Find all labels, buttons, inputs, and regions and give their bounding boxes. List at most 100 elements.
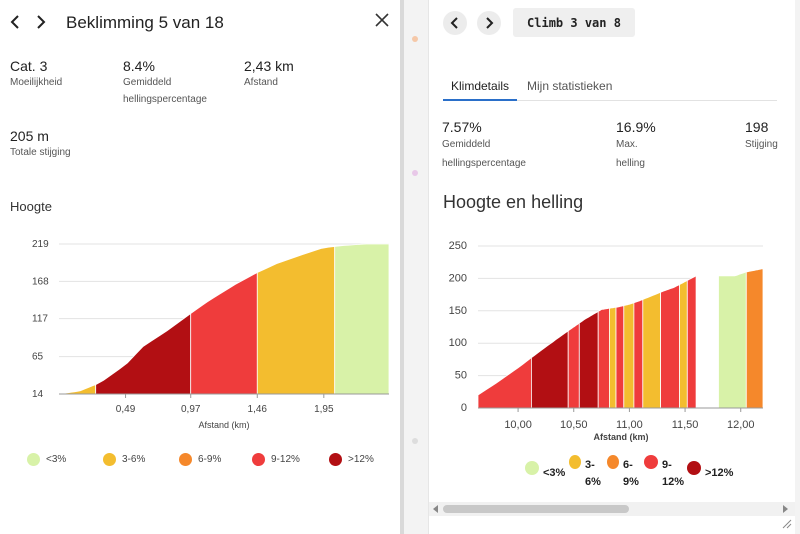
legend-swatch — [252, 453, 265, 466]
legend-swatch — [525, 461, 539, 475]
close-icon — [375, 13, 389, 27]
close-button[interactable] — [372, 10, 392, 30]
legend-label: 3-6% — [585, 459, 601, 488]
grade-segment — [58, 384, 97, 395]
x-tick-label: 11,50 — [672, 419, 699, 431]
legend-label: 9-12% — [662, 459, 685, 488]
y-tick-label: 65 — [32, 352, 44, 363]
x-tick-label: 1,95 — [314, 404, 334, 415]
legend-item-9-12: 9-12% — [252, 453, 300, 466]
map-marker — [412, 438, 418, 444]
grade-segment — [615, 305, 625, 409]
scrollbar-thumb[interactable] — [443, 505, 629, 513]
legend-label: 6-9% — [198, 454, 222, 465]
stat-value: 205 m — [10, 128, 49, 144]
tab-bar-underline — [443, 100, 777, 101]
elevation-grade-chart: 0 50 100 150 200 250 10,00 10,50 11,00 11,50 12,00… — [449, 240, 764, 442]
y-tick-label: 168 — [32, 276, 49, 287]
grade-segment — [608, 306, 617, 409]
legend-label: 6-9% — [623, 459, 639, 488]
stat-label: Gemiddeld hellingspercentage — [123, 77, 207, 105]
legend-label: >12% — [705, 467, 734, 479]
stat-ascent: 198 Stijging — [745, 119, 793, 154]
legend-swatch — [103, 453, 116, 466]
chart-title: Hoogte — [10, 199, 52, 214]
y-tick-label: 219 — [32, 239, 49, 250]
y-tick-label: 50 — [455, 370, 467, 382]
y-tick-label: 150 — [449, 305, 467, 317]
x-tick-label: 0,49 — [116, 404, 136, 415]
next-climb-button[interactable] — [477, 11, 501, 35]
active-tab-indicator — [443, 99, 517, 101]
y-tick-label: 200 — [449, 272, 467, 284]
legend-swatch — [687, 461, 701, 475]
chevron-right-icon — [37, 15, 46, 29]
legend-swatch — [179, 453, 192, 466]
grade-segment — [642, 291, 662, 409]
y-tick-label: 100 — [449, 337, 467, 349]
grade-segment — [718, 271, 747, 409]
chevron-left-icon — [10, 15, 19, 29]
resize-corner-icon[interactable] — [781, 518, 793, 530]
legend-swatch — [329, 453, 342, 466]
grade-segment — [578, 310, 599, 409]
grade-segment — [679, 279, 688, 409]
legend-swatch — [27, 453, 40, 466]
grade-segment — [334, 243, 390, 395]
legend-item-gt12: >12% — [329, 453, 374, 466]
y-tick-label: 250 — [449, 240, 467, 252]
y-tick-label: 117 — [32, 314, 48, 325]
stat-avg-grade: 8.4% Gemiddeld hellingspercentage — [123, 58, 223, 108]
chevron-left-icon — [450, 17, 458, 29]
grade-segment — [256, 246, 336, 395]
panel-title: Beklimming 5 van 18 — [66, 13, 224, 32]
legend-label: 3-6% — [122, 454, 146, 465]
panel-divider[interactable] — [400, 0, 404, 534]
stat-label: Max. helling — [616, 139, 645, 169]
legend-swatch — [644, 455, 658, 469]
grade-segment — [95, 312, 192, 395]
stat-value: 198 — [745, 119, 769, 135]
stat-label: Totale stijging — [10, 147, 71, 158]
scroll-left-icon[interactable] — [432, 505, 440, 513]
tab-mijn-statistieken[interactable]: Mijn statistieken — [527, 79, 613, 93]
legend-label: <3% — [46, 454, 67, 465]
legend-label: >12% — [348, 454, 374, 465]
stat-distance: 2,43 km Afstand — [244, 58, 294, 91]
x-tick-label: 10,00 — [504, 419, 532, 431]
grade-segment — [686, 275, 697, 409]
legend-item-lt3: <3% — [27, 453, 66, 466]
stat-difficulty: Cat. 3 Moeilijkheid — [10, 58, 62, 91]
stat-value: 7.57% — [442, 119, 482, 135]
grade-segment — [623, 302, 635, 409]
prev-climb-button[interactable] — [6, 13, 24, 31]
stat-value: 16.9% — [616, 119, 656, 135]
stat-label: Afstand — [244, 77, 278, 88]
x-tick-label: 10,50 — [560, 419, 588, 431]
prev-climb-button[interactable] — [443, 11, 467, 35]
stat-label: Gemiddeld hellingspercentage — [442, 139, 526, 169]
climb-detail-panel-right: Climb 3 van 8 Klimdetails Mijn statistie… — [428, 0, 795, 534]
map-marker — [412, 170, 418, 176]
climb-counter: Climb 3 van 8 — [513, 8, 635, 37]
tab-klimdetails[interactable]: Klimdetails — [451, 79, 510, 93]
stat-avg-grade: 7.57% Gemiddeld hellingspercentage — [442, 119, 552, 173]
legend-item-9-12: 9-12% — [644, 455, 685, 491]
horizontal-scrollbar[interactable] — [429, 502, 795, 516]
legend-swatch — [607, 455, 619, 469]
grade-segment — [477, 356, 532, 409]
grade-segment — [190, 271, 258, 395]
legend-item-6-9: 6-9% — [607, 455, 639, 491]
legend-label: 9-12% — [271, 454, 300, 465]
legend-item-3-6: 3-6% — [103, 453, 145, 466]
legend-swatch — [569, 455, 581, 469]
y-tick-label: 0 — [461, 402, 467, 414]
grade-segment — [597, 307, 610, 409]
stat-value: 8.4% — [123, 58, 155, 74]
climb-detail-panel-left: Beklimming 5 van 18 Cat. 3 Moeilijkheid … — [6, 10, 392, 466]
next-climb-button[interactable] — [32, 13, 50, 31]
stat-label: Moeilijkheid — [10, 77, 63, 88]
scroll-right-icon[interactable] — [781, 505, 789, 513]
x-axis-title: Afstand (km) — [198, 420, 249, 430]
grade-segment — [660, 283, 680, 409]
